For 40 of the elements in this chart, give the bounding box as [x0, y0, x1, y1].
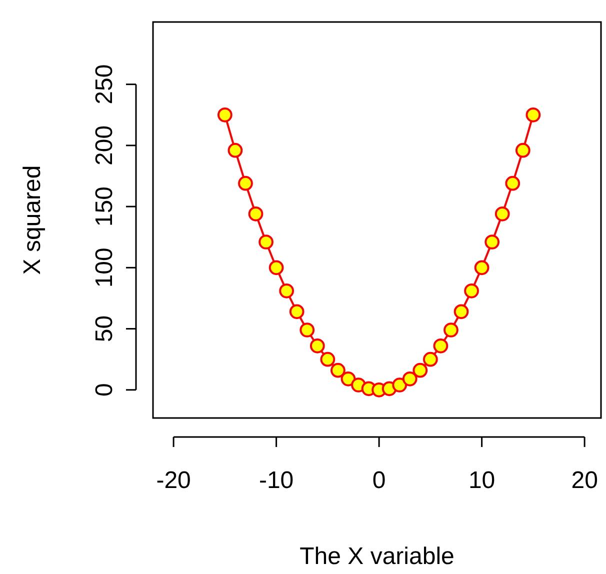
point — [444, 322, 458, 338]
point — [433, 338, 448, 354]
point — [392, 378, 408, 392]
point — [515, 142, 530, 158]
x-axis-title: The X variable — [300, 543, 454, 570]
y-tick-label: 150 — [91, 186, 118, 227]
x-tick-label: 0 — [372, 467, 386, 494]
point — [526, 107, 541, 122]
point — [464, 283, 479, 298]
x-tick-label: 10 — [468, 467, 496, 494]
x-tick-label: -20 — [156, 467, 191, 494]
point — [484, 234, 500, 250]
point — [217, 107, 232, 122]
y-tick-label: 250 — [91, 64, 118, 104]
y-tick-label: 50 — [91, 315, 118, 342]
point — [494, 206, 510, 222]
point — [258, 234, 274, 250]
point — [423, 352, 438, 367]
point — [289, 304, 304, 320]
point — [505, 176, 520, 191]
point — [474, 260, 490, 276]
point — [300, 322, 315, 338]
x-tick-label: -10 — [258, 467, 294, 494]
point — [268, 260, 284, 276]
point — [248, 206, 264, 222]
point — [310, 338, 325, 354]
point — [454, 304, 469, 320]
point — [279, 283, 294, 298]
y-tick-label: 0 — [91, 383, 118, 397]
point — [340, 371, 356, 386]
point — [402, 371, 418, 386]
point — [412, 362, 428, 378]
point — [320, 352, 336, 367]
point — [228, 142, 243, 158]
y-axis-title: X squared — [19, 165, 46, 275]
point — [238, 176, 253, 191]
y-tick-label: 200 — [91, 125, 118, 166]
point — [330, 362, 346, 378]
y-tick-label: 100 — [91, 248, 118, 288]
x-tick-label: 20 — [571, 467, 598, 494]
